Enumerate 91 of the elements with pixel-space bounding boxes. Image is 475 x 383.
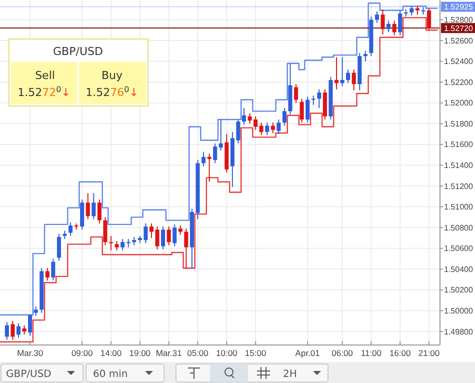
- candlestick: [306, 96, 310, 124]
- x-tick-label: 10:00: [216, 348, 238, 358]
- annotation: 1.5272$^{0}$↓: [18, 84, 70, 99]
- candlestick: [218, 119, 223, 152]
- candlestick: [161, 226, 166, 250]
- candlestick: [270, 122, 275, 134]
- text: 60 min: [93, 369, 128, 380]
- y-tick-label: 1.50400: [444, 264, 474, 274]
- x-tick-label: 16:00: [389, 348, 412, 358]
- candlestick: [276, 119, 281, 135]
- candlestick: [108, 235, 114, 251]
- x-tick-label: 05:00: [187, 348, 209, 358]
- ref-line-label: 1.52720: [444, 24, 474, 33]
- ref-line-label: 1.52925: [444, 2, 474, 12]
- candlestick: [311, 95, 316, 106]
- candlestick: [114, 240, 119, 251]
- y-tick-label: 1.50200: [444, 286, 474, 295]
- y-tick-label: 1.52000: [444, 98, 474, 108]
- candlestick: [340, 56, 344, 87]
- annotation: GBP/USD: [53, 45, 103, 58]
- y-tick-label: 1.51600: [444, 140, 474, 150]
- candlestick: [28, 314, 32, 336]
- y-tick-label: 1.52600: [444, 36, 474, 46]
- candlestick: [374, 10, 379, 24]
- x-tick-label: Mar.30: [17, 348, 44, 358]
- candlestick: [97, 199, 102, 224]
- candlestick: [80, 199, 84, 230]
- y-tick-label: 1.50800: [444, 223, 474, 232]
- y-tick-label: 1.52400: [444, 57, 474, 66]
- candlestick: [22, 324, 26, 336]
- candlestick: [346, 69, 350, 84]
- y-tick-label: 1.50600: [444, 244, 474, 254]
- candlestick: [398, 10, 402, 36]
- y-tick-label: 1.50000: [444, 306, 474, 316]
- candlestick: [166, 226, 171, 246]
- candlestick: [4, 322, 9, 340]
- candlestick: [45, 268, 50, 282]
- text: 2H: [283, 369, 297, 380]
- x-tick-label: 21:00: [418, 348, 440, 358]
- candlestick: [380, 8, 385, 35]
- candlestick: [103, 216, 108, 246]
- x-tick-label: Apr.01: [295, 348, 320, 358]
- candlestick: [178, 224, 182, 236]
- candlestick: [259, 122, 264, 136]
- candlestick: [56, 233, 61, 262]
- x-tick-label: 06:00: [332, 348, 354, 358]
- candlestick: [120, 238, 125, 251]
- annotation: Sell: [35, 69, 55, 82]
- y-tick-label: 1.51400: [444, 161, 474, 170]
- y-tick-label: 1.51800: [444, 119, 474, 128]
- annotation: Buy: [101, 69, 123, 82]
- candlestick: [202, 151, 206, 167]
- y-tick-label: 1.49800: [444, 327, 474, 336]
- x-tick-label: 09:00: [71, 348, 94, 358]
- candlestick: [51, 258, 56, 282]
- x-tick-label: Mar.31: [156, 348, 182, 358]
- candlestick: [363, 50, 368, 62]
- x-tick-label: 11:00: [360, 348, 382, 358]
- x-tick-label: 15:00: [244, 348, 266, 358]
- candlestick: [282, 108, 286, 126]
- candlestick: [300, 98, 304, 124]
- text: GBP/USD: [6, 369, 52, 380]
- candlestick: [213, 142, 218, 164]
- candlestick: [334, 56, 339, 90]
- candlestick: [352, 69, 356, 91]
- candlestick: [386, 20, 391, 33]
- y-tick-label: 1.52800: [444, 16, 474, 25]
- candlestick: [126, 238, 130, 248]
- y-tick-label: 1.51000: [444, 202, 474, 212]
- y-tick-label: 1.52200: [444, 78, 474, 87]
- candlestick: [16, 322, 21, 338]
- annotation: 1.5276$^{0}$↓: [86, 84, 138, 99]
- candlestick: [322, 88, 327, 120]
- candlestick: [10, 320, 15, 340]
- candlestick: [410, 6, 414, 16]
- candlestick: [68, 222, 73, 236]
- candlestick: [184, 228, 188, 269]
- candlestick: [265, 122, 270, 136]
- x-tick-label: 19:00: [129, 348, 151, 358]
- candlestick: [92, 192, 96, 220]
- x-tick-label: 14:00: [100, 348, 122, 358]
- candlestick: [172, 224, 177, 247]
- candlestick: [426, 8, 432, 31]
- y-tick-label: 1.51200: [444, 182, 474, 191]
- candlestick: [34, 306, 38, 316]
- candlestick: [242, 108, 246, 126]
- candlestick: [294, 84, 298, 104]
- candlestick: [86, 192, 90, 220]
- candlestick: [317, 88, 322, 109]
- candlestick: [392, 20, 396, 36]
- candlestick: [207, 153, 212, 182]
